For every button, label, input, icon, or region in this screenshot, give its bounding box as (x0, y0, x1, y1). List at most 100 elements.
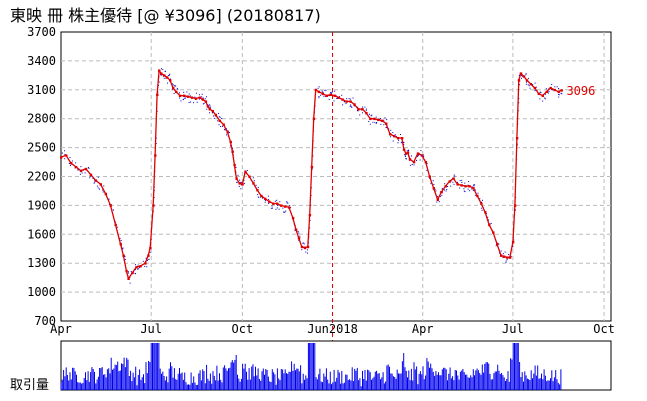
trade-dot (357, 106, 359, 108)
trade-dot (135, 264, 136, 266)
trade-dot (218, 124, 220, 126)
trade-dot (169, 73, 171, 75)
trade-dot (257, 187, 259, 188)
price-point (222, 123, 225, 126)
trade-dot (325, 89, 327, 91)
trade-dot (307, 252, 308, 254)
trade-dot (474, 189, 476, 191)
price-point (152, 204, 155, 207)
trade-dot (474, 184, 476, 186)
trade-dot (130, 271, 132, 272)
trade-dot (237, 174, 239, 176)
trade-dot (365, 109, 367, 111)
trade-dot (297, 231, 299, 233)
trade-dot (193, 102, 195, 104)
trade-dot (64, 153, 66, 155)
trade-dot (461, 181, 463, 183)
trade-dot (171, 89, 173, 91)
y-tick-label: 3400 (27, 54, 56, 68)
trade-dot (282, 207, 284, 209)
price-point (206, 105, 210, 108)
trade-dot (552, 89, 554, 91)
trade-dot (544, 98, 546, 100)
trade-dot (240, 184, 242, 186)
y-tick-label: 2800 (27, 112, 56, 126)
trade-dot (528, 85, 530, 87)
trade-dot (534, 82, 536, 84)
trade-dot (218, 112, 220, 114)
price-point (492, 231, 495, 234)
trade-dot (235, 166, 237, 168)
price-point (436, 198, 439, 201)
trade-dot (209, 112, 210, 114)
trade-dot (418, 154, 420, 156)
price-point (300, 245, 304, 249)
trade-dot (186, 91, 188, 93)
trade-dot (71, 160, 73, 162)
trade-dot (94, 181, 96, 183)
trade-dot (551, 88, 553, 90)
trade-dot (321, 90, 323, 92)
trade-dot (331, 92, 333, 94)
trade-dot (459, 187, 461, 189)
trade-dot (410, 164, 412, 166)
price-point (104, 192, 107, 196)
trade-dot (142, 260, 144, 262)
trade-dot (348, 98, 350, 100)
trade-dot (87, 167, 89, 168)
trade-dot (139, 267, 140, 269)
price-point (238, 182, 241, 185)
trade-dot (179, 97, 181, 99)
trade-dot (426, 169, 428, 171)
trade-dot (481, 201, 482, 203)
trade-dot (80, 166, 82, 168)
y-axis-ticks: 3700 3400 3100 2800 2500 2200 1900 1600 1300 1000… (27, 25, 56, 328)
trade-dot (120, 239, 122, 241)
trade-dot (416, 159, 417, 161)
trade-dot (350, 104, 352, 106)
trade-dot (309, 227, 311, 229)
trade-dot (474, 194, 476, 196)
price-point (468, 185, 471, 188)
trade-dot (446, 189, 448, 190)
trade-dot (383, 120, 385, 122)
trade-dot (328, 99, 330, 100)
volume-bars (60, 343, 562, 390)
trade-dot (422, 154, 424, 156)
trade-dot (384, 117, 386, 119)
trade-dot (93, 182, 95, 184)
price-point (287, 206, 291, 209)
trade-dot (548, 91, 550, 92)
trade-dot (267, 195, 269, 197)
trade-dot (253, 180, 255, 182)
trade-dot (544, 97, 546, 99)
price-point (244, 170, 247, 174)
price-point (361, 108, 364, 111)
price-point (214, 113, 217, 117)
trade-dot (473, 184, 475, 186)
trade-dot (228, 132, 230, 133)
trade-dot (395, 135, 397, 137)
price-point (345, 100, 348, 103)
trade-dot (89, 175, 91, 177)
trade-dot (487, 216, 489, 218)
price-point (406, 151, 410, 154)
price-point (233, 163, 236, 167)
trade-dot (217, 120, 219, 122)
price-point (529, 83, 533, 86)
price-point (549, 86, 552, 90)
trade-dot (405, 158, 407, 160)
trade-dot (477, 192, 479, 194)
price-point (424, 161, 428, 164)
trade-dot (179, 92, 180, 94)
trade-dot (222, 125, 224, 127)
price-point (329, 93, 332, 96)
trade-dot (467, 188, 469, 190)
trade-dot (188, 102, 190, 103)
trade-dot (364, 106, 366, 108)
trade-dot (177, 88, 179, 90)
trade-dot (540, 92, 542, 93)
trade-dot (115, 221, 116, 223)
trade-dot (170, 78, 172, 80)
trade-dot (64, 158, 66, 160)
